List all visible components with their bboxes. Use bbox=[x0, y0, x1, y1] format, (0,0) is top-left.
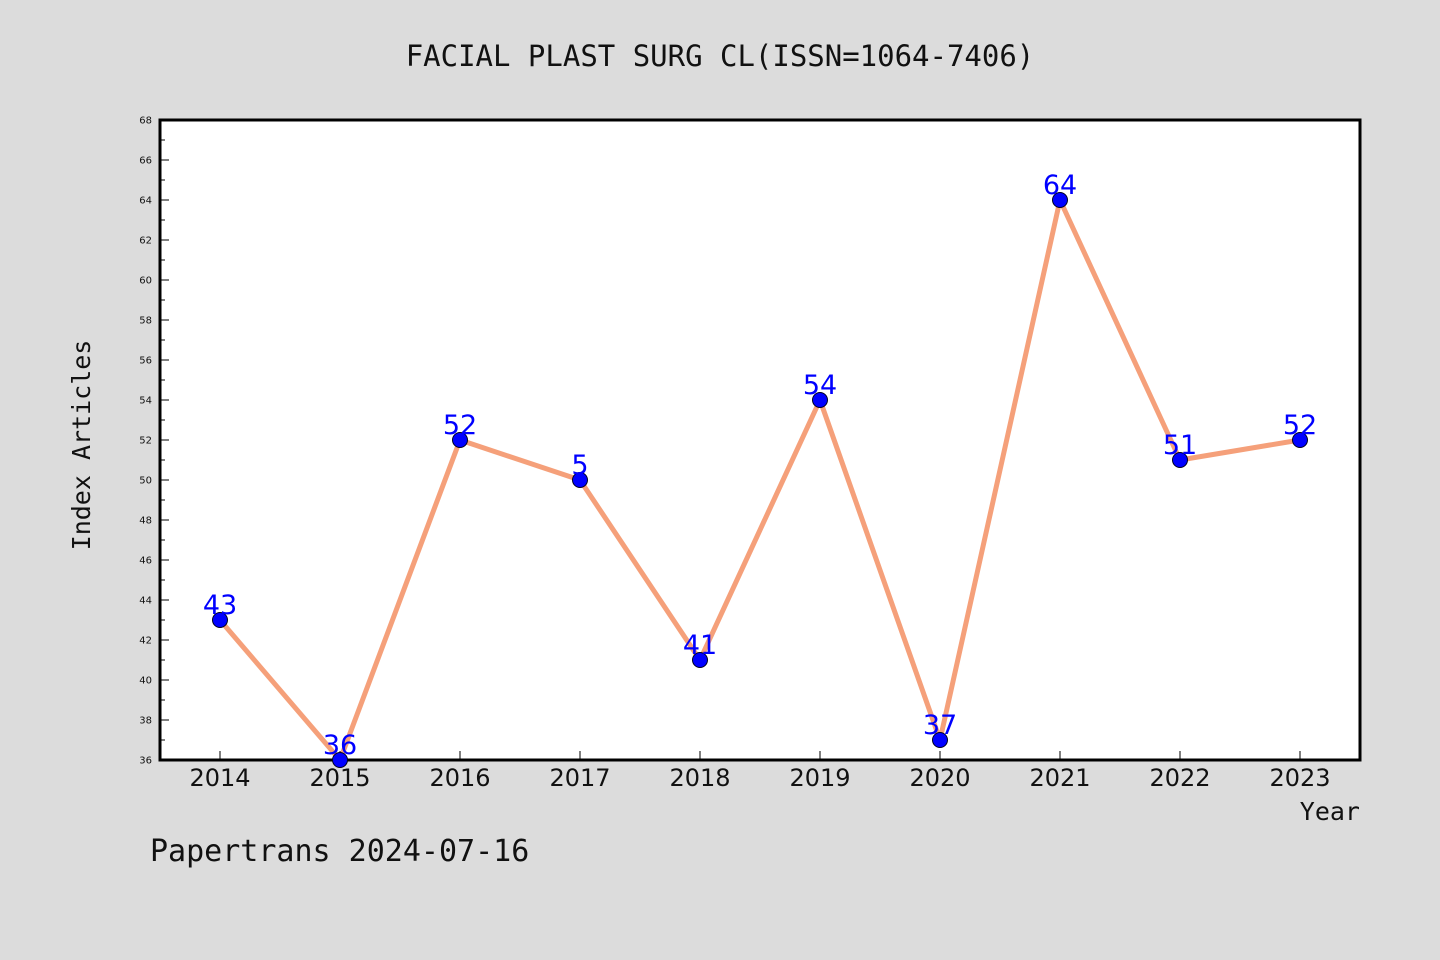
x-axis-label: Year bbox=[1300, 797, 1360, 826]
x-tick-label: 2019 bbox=[789, 764, 850, 792]
data-point bbox=[932, 732, 948, 748]
x-tick-label: 2014 bbox=[189, 764, 250, 792]
y-tick-label: 68 bbox=[139, 116, 152, 127]
data-point bbox=[1052, 192, 1068, 208]
y-tick-label: 44 bbox=[139, 596, 152, 607]
data-point bbox=[452, 432, 468, 448]
y-tick-label: 62 bbox=[139, 236, 152, 247]
data-point bbox=[1292, 432, 1308, 448]
y-tick-label: 40 bbox=[139, 676, 152, 687]
y-tick-label: 38 bbox=[139, 716, 152, 727]
data-point bbox=[572, 472, 588, 488]
y-tick-label: 50 bbox=[139, 476, 152, 487]
series-line bbox=[218, 197, 1301, 763]
footer-source: Papertrans 2024-07-16 bbox=[150, 834, 530, 869]
plot-area bbox=[158, 118, 1362, 762]
x-tick-label: 2021 bbox=[1029, 764, 1090, 792]
y-tick-label: 52 bbox=[139, 436, 152, 447]
data-label: 41 bbox=[683, 630, 717, 661]
data-label: 5 bbox=[571, 450, 588, 481]
data-labels: 43 36 52 5 41 54 37 64 51 52 bbox=[203, 170, 1317, 761]
x-tick-label: 2015 bbox=[309, 764, 370, 792]
y-tick-label: 64 bbox=[139, 196, 152, 207]
y-tick-label: 36 bbox=[139, 756, 152, 767]
data-label: 52 bbox=[1283, 410, 1317, 441]
x-tick-label: 2016 bbox=[429, 764, 490, 792]
y-tick-label: 54 bbox=[139, 396, 152, 407]
data-label: 64 bbox=[1043, 170, 1077, 201]
y-tick-label: 42 bbox=[139, 636, 152, 647]
y-axis-label: Index Articles bbox=[67, 340, 96, 551]
data-point bbox=[692, 652, 708, 668]
x-axis: 2014 2015 2016 2017 2018 2019 2020 2021 2022 2023 bbox=[189, 751, 1331, 792]
data-point bbox=[812, 392, 828, 408]
y-tick-label: 46 bbox=[139, 556, 152, 567]
data-label: 51 bbox=[1163, 430, 1197, 461]
y-tick-label: 60 bbox=[139, 276, 152, 287]
y-tick-label: 48 bbox=[139, 516, 152, 527]
data-label: 37 bbox=[923, 710, 957, 741]
data-point bbox=[212, 612, 228, 628]
data-point bbox=[1172, 452, 1188, 468]
x-tick-label: 2023 bbox=[1269, 764, 1330, 792]
data-points bbox=[212, 192, 1308, 768]
data-label: 52 bbox=[443, 410, 477, 441]
chart-title: FACIAL PLAST SURG CL(ISSN=1064-7406) bbox=[406, 39, 1035, 73]
data-point bbox=[332, 752, 348, 768]
y-tick-label: 66 bbox=[139, 156, 152, 167]
x-tick-label: 2018 bbox=[669, 764, 730, 792]
y-tick-label: 56 bbox=[139, 356, 152, 367]
data-label: 43 bbox=[203, 590, 237, 621]
x-tick-label: 2017 bbox=[549, 764, 610, 792]
data-label: 54 bbox=[803, 370, 837, 401]
data-label: 36 bbox=[323, 730, 357, 761]
y-tick-label: 58 bbox=[139, 316, 152, 327]
x-tick-label: 2020 bbox=[909, 764, 970, 792]
y-axis: 36 38 40 42 44 46 48 50 52 54 56 58 60 62 64 66 68 bbox=[139, 116, 169, 767]
x-tick-label: 2022 bbox=[1149, 764, 1210, 792]
